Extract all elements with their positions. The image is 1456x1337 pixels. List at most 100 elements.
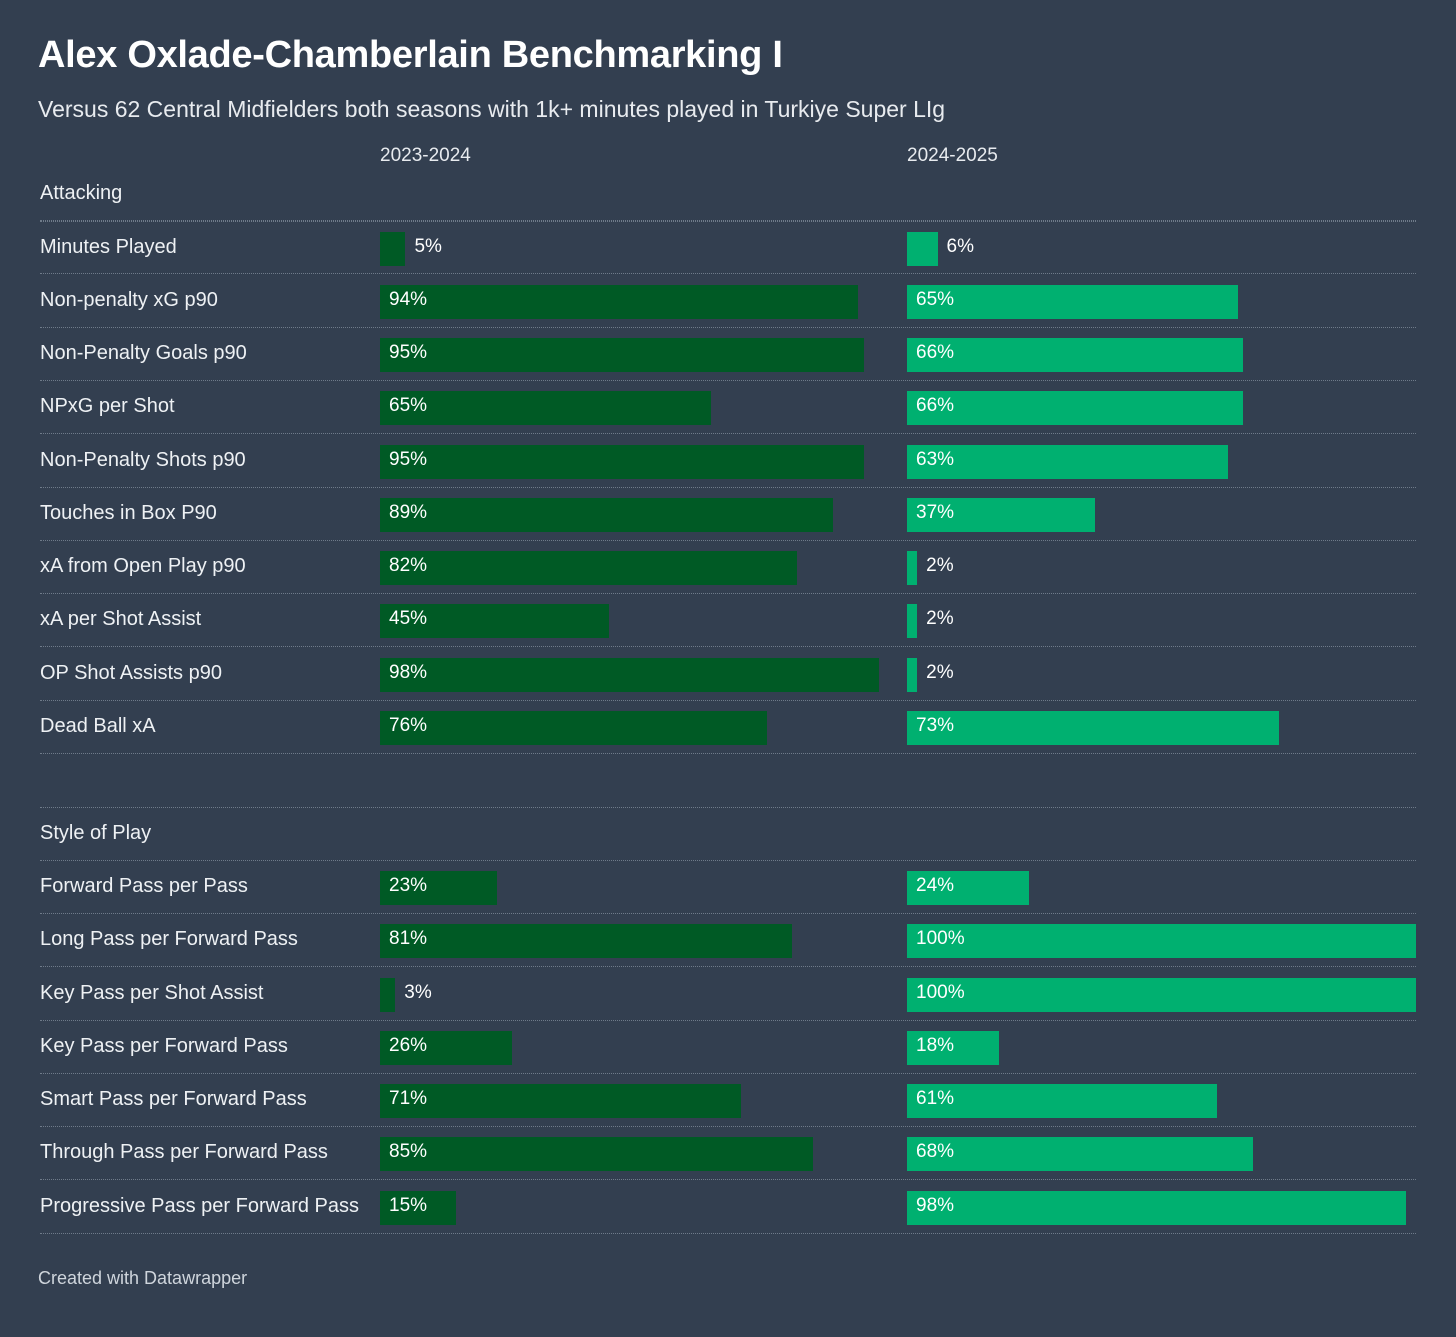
table-row: Smart Pass per Forward Pass 71% 61%	[40, 1074, 1416, 1128]
season-2-value-label: 63%	[916, 448, 955, 470]
metric-label: Touches in Box P90	[40, 501, 217, 524]
season-2-bar	[907, 870, 1030, 905]
season-1-value-label: 71%	[389, 1088, 428, 1110]
season-1-value-label: 3%	[404, 981, 432, 1003]
table-row: Non-Penalty Shots p90 95% 63%	[40, 435, 1416, 488]
metric-label: Dead Ball xA	[40, 715, 156, 737]
season-2-bar	[907, 604, 918, 639]
table-row: Forward Pass per Pass 23% 24%	[40, 861, 1416, 914]
season-2-value-label: 66%	[916, 395, 955, 417]
season-2-value-label: 100%	[916, 981, 965, 1003]
section-header-label: Attacking	[40, 182, 123, 204]
season-1-value-label: 23%	[389, 874, 428, 896]
season-2-bar	[907, 1137, 1254, 1172]
table-row: OP Shot Assists p90 98% 2%	[40, 648, 1416, 701]
season-2-value-label: 100%	[916, 928, 965, 950]
season-2-bar	[907, 444, 1228, 479]
season-1-bar	[380, 1190, 457, 1225]
section-spacer	[40, 754, 1416, 808]
season-2-value-label: 61%	[916, 1088, 955, 1110]
metric-label: Through Pass per Forward Pass	[40, 1141, 328, 1164]
season-2-bar	[907, 232, 938, 267]
table-row: NPxG per Shot 65% 66%	[40, 381, 1416, 435]
season-1-bar	[380, 977, 396, 1012]
metric-label: Non-Penalty Goals p90	[40, 341, 247, 364]
season-1-bar	[380, 444, 864, 479]
table-row: Long Pass per Forward Pass 81% 100%	[40, 914, 1416, 968]
season-1-bar	[380, 604, 610, 639]
season-2-value-label: 98%	[916, 1194, 955, 1216]
table-row: Touches in Box P90 89% 37%	[40, 488, 1416, 541]
table-row: Through Pass per Forward Pass 85% 68%	[40, 1127, 1416, 1181]
column-header-season-2: 2024-2025	[907, 145, 998, 166]
metric-label: xA per Shot Assist	[40, 608, 202, 631]
season-1-value-label: 95%	[389, 448, 428, 470]
table-row: xA per Shot Assist 45% 2%	[40, 594, 1416, 648]
season-1-bar	[380, 924, 793, 959]
season-1-bar	[380, 1137, 813, 1172]
metric-label: xA from Open Play p90	[40, 555, 246, 578]
season-1-bar	[380, 1030, 513, 1065]
season-1-bar	[380, 232, 406, 267]
metric-label: Long Pass per Forward Pass	[40, 928, 298, 951]
season-2-value-label: 24%	[916, 874, 955, 896]
season-2-value-label: 2%	[926, 555, 954, 577]
chart-title: Alex Oxlade-Chamberlain Benchmarking I	[38, 34, 783, 76]
season-2-value-label: 6%	[946, 236, 974, 258]
season-1-bar	[380, 337, 864, 372]
season-1-value-label: 81%	[389, 928, 428, 950]
table-row: Key Pass per Shot Assist 3% 100%	[40, 968, 1416, 1021]
season-2-value-label: 2%	[926, 661, 954, 683]
metric-label: Smart Pass per Forward Pass	[40, 1088, 307, 1111]
season-2-value-label: 66%	[916, 341, 955, 363]
season-1-bar	[380, 284, 859, 319]
season-1-bar	[380, 551, 798, 586]
season-2-value-label: 65%	[916, 288, 955, 310]
season-2-value-label: 2%	[926, 608, 954, 630]
column-header-season-1: 2023-2024	[380, 145, 471, 166]
table-row: Dead Ball xA 76% 73%	[40, 701, 1416, 754]
season-2-bar	[907, 924, 1416, 959]
metric-label: Key Pass per Shot Assist	[40, 981, 264, 1004]
table-row: Minutes Played 5% 6%	[40, 221, 1416, 275]
season-1-bar	[380, 497, 833, 532]
season-1-bar	[380, 870, 498, 905]
section-header: Style of Play	[40, 808, 1416, 861]
season-2-value-label: 18%	[916, 1034, 955, 1056]
season-1-value-label: 85%	[389, 1141, 428, 1163]
table-row: Non-Penalty Goals p90 95% 66%	[40, 328, 1416, 381]
season-1-bar	[380, 711, 767, 745]
season-2-bar	[907, 551, 918, 586]
section-header-label: Style of Play	[40, 821, 152, 844]
table-row: Key Pass per Forward Pass 26% 18%	[40, 1021, 1416, 1074]
season-1-value-label: 82%	[389, 555, 428, 577]
season-1-value-label: 94%	[389, 288, 428, 310]
metric-label: OP Shot Assists p90	[40, 661, 222, 684]
season-2-bar	[907, 1190, 1406, 1225]
season-1-value-label: 65%	[389, 395, 428, 417]
table-row: xA from Open Play p90 82% 2%	[40, 541, 1416, 595]
season-2-bar	[907, 337, 1243, 372]
table-row: Progressive Pass per Forward Pass 15% 98%	[40, 1181, 1416, 1234]
metric-label: Non-penalty xG p90	[40, 288, 218, 311]
season-1-value-label: 26%	[389, 1034, 428, 1056]
season-1-value-label: 45%	[389, 608, 428, 630]
season-2-bar	[907, 977, 1416, 1012]
season-2-bar	[907, 497, 1096, 532]
season-1-bar	[380, 1084, 742, 1119]
season-1-bar	[380, 657, 879, 692]
season-1-value-label: 89%	[389, 501, 428, 523]
season-2-bar	[907, 657, 918, 692]
season-2-value-label: 73%	[916, 715, 955, 736]
season-2-bar	[907, 1084, 1218, 1119]
season-2-value-label: 37%	[916, 501, 955, 523]
chart-subtitle: Versus 62 Central Midfielders both seaso…	[38, 96, 946, 122]
season-1-value-label: 5%	[414, 236, 442, 258]
season-2-bar	[907, 1030, 999, 1065]
season-1-value-label: 76%	[389, 715, 428, 736]
season-1-value-label: 15%	[389, 1194, 428, 1216]
metric-label: Progressive Pass per Forward Pass	[40, 1194, 360, 1217]
metric-label: Minutes Played	[40, 236, 177, 259]
season-2-bar	[907, 391, 1243, 426]
